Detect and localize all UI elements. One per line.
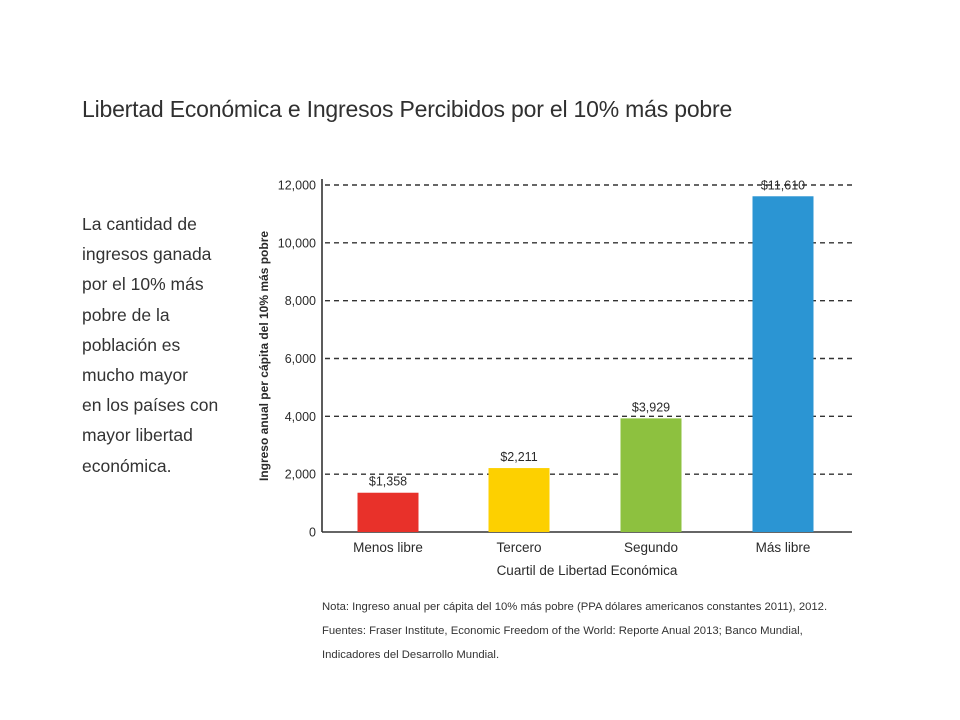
side-text-line: mayor libertad (82, 425, 193, 446)
data-label: $3,929 (632, 400, 670, 414)
y-tick-label: 12,000 (278, 179, 316, 193)
bar-más-libre (752, 196, 814, 532)
y-tick-label: 4,000 (285, 410, 316, 424)
side-text-line: población es (82, 334, 181, 355)
x-category-label: Tercero (496, 540, 541, 555)
page-title: Libertad Económica e Ingresos Percibidos… (82, 96, 733, 122)
bar-menos-libre (357, 492, 419, 532)
y-axis-title: Ingreso anual per cápita del 10% más pob… (257, 231, 271, 481)
y-tick-label: 6,000 (285, 352, 316, 366)
y-tick-label: 2,000 (285, 468, 316, 482)
data-label: $2,211 (500, 450, 537, 464)
bar-segundo (620, 418, 682, 532)
x-category-label: Más libre (756, 540, 811, 555)
side-text-line: ingresos ganada (82, 244, 212, 265)
bar-tercero (488, 468, 550, 532)
side-text-line: pobre de la (82, 304, 170, 325)
side-text-line: mucho mayor (82, 365, 189, 386)
note-line: Nota: Ingreso anual per cápita del 10% m… (322, 601, 828, 613)
side-text-line: en los países con (82, 395, 219, 416)
data-label: $11,610 (761, 178, 805, 192)
y-tick-label: 0 (309, 526, 316, 540)
data-label: $1,358 (369, 475, 407, 489)
x-category-label: Segundo (624, 540, 678, 555)
side-text-line: económica. (82, 455, 172, 476)
y-tick-label: 8,000 (285, 294, 316, 308)
x-axis-title: Cuartil de Libertad Económica (497, 563, 678, 578)
side-text-line: por el 10% más (82, 274, 204, 295)
side-text-line: La cantidad de (82, 214, 197, 234)
y-tick-label: 10,000 (278, 236, 316, 250)
side-description: La cantidad de ingresos ganada por el 10… (82, 209, 252, 481)
source-line: Fuentes: Fraser Institute, Economic Free… (322, 625, 803, 637)
x-category-label: Menos libre (353, 540, 423, 555)
chart-notes: Nota: Ingreso anual per cápita del 10% m… (322, 595, 827, 667)
source-line: Indicadores del Desarrollo Mundial. (322, 649, 500, 661)
